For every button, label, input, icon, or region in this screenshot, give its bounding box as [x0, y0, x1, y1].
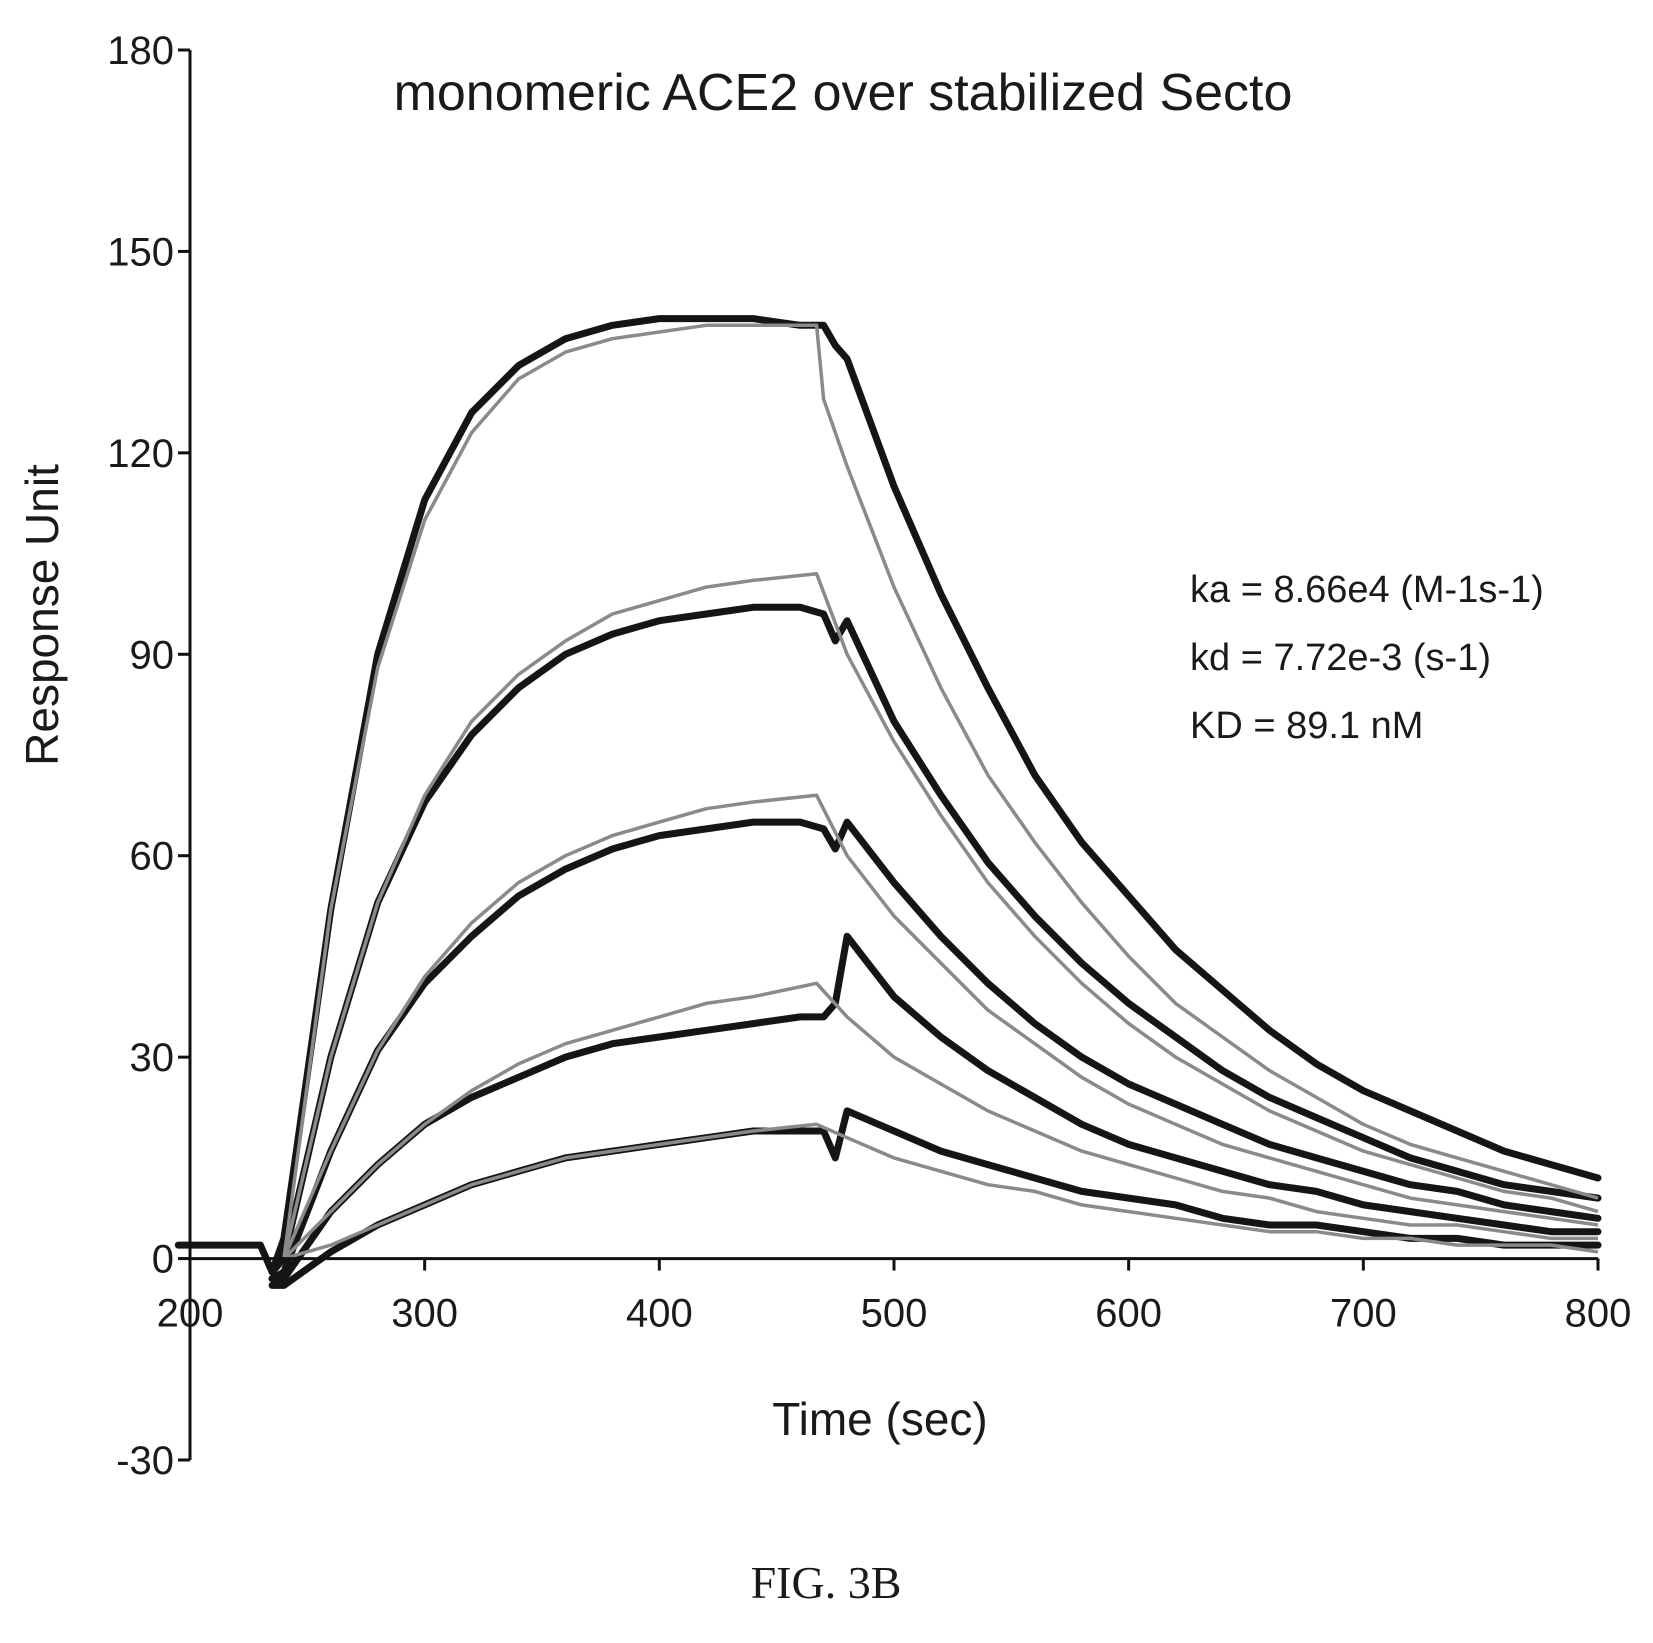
- fit-curve-4: [282, 981, 1598, 1260]
- x-tick-label: 600: [1095, 1292, 1162, 1336]
- sensorgram-series-4: [268, 932, 1602, 1283]
- fit-curve-2: [282, 571, 1599, 1259]
- x-tick-label: 300: [391, 1292, 458, 1336]
- kinetics-annotation: ka = 8.66e4 (M-1s-1) kd = 7.72e-3 (s-1) …: [1190, 569, 1544, 747]
- y-axis-label: Response Unit: [16, 464, 68, 766]
- x-tick-label: 500: [861, 1292, 928, 1336]
- fit-curve-3: [282, 793, 1599, 1260]
- x-tick-label: 800: [1565, 1292, 1632, 1336]
- y-tick-label: 150: [107, 230, 174, 274]
- annotation-ka: ka = 8.66e4 (M-1s-1): [1190, 569, 1544, 611]
- curves-layer: [174, 315, 1602, 1289]
- x-tick-label: 200: [157, 1292, 224, 1336]
- y-tick-label: 30: [130, 1036, 175, 1080]
- y-tick-label: 180: [107, 29, 174, 73]
- fit-curve-1: [282, 323, 1599, 1259]
- x-tick-label: 700: [1330, 1292, 1397, 1336]
- y-tick-label: 120: [107, 432, 174, 476]
- annotation-kd: kd = 7.72e-3 (s-1): [1190, 637, 1491, 679]
- sensorgram-series-2: [268, 603, 1602, 1276]
- y-tick-label: 90: [130, 633, 175, 677]
- sensorgram-series-3: [268, 818, 1602, 1283]
- y-tick-label: 0: [152, 1238, 174, 1282]
- x-axis-label: Time (sec): [772, 1393, 988, 1445]
- y-tick-label: 60: [130, 835, 175, 879]
- y-tick-label: -30: [116, 1439, 174, 1483]
- figure-caption: FIG. 3B: [751, 1557, 902, 1608]
- sensorgram-series-1: [174, 315, 1602, 1276]
- annotation-KD: KD = 89.1 nM: [1190, 705, 1423, 747]
- x-tick-label: 400: [626, 1292, 693, 1336]
- fit-curve-5: [283, 1122, 1599, 1261]
- chart-title: monomeric ACE2 over stabilized Secto: [394, 64, 1293, 122]
